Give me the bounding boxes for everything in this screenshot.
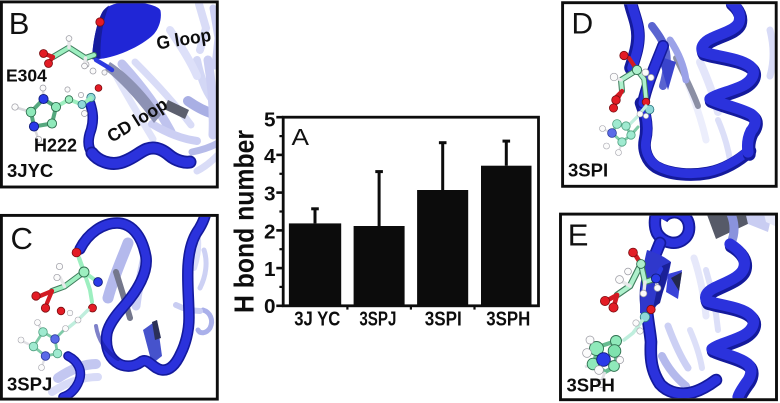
svg-text:E: E bbox=[568, 218, 589, 253]
svg-text:E304: E304 bbox=[6, 66, 47, 86]
svg-text:H222: H222 bbox=[34, 136, 77, 156]
svg-text:D: D bbox=[572, 8, 594, 41]
svg-text:3SPI: 3SPI bbox=[425, 308, 462, 330]
svg-text:B: B bbox=[9, 6, 30, 41]
svg-text:3SPH: 3SPH bbox=[567, 375, 615, 396]
svg-text:3SPJ: 3SPJ bbox=[7, 374, 52, 395]
svg-text:H bond number: H bond number bbox=[229, 130, 260, 313]
svg-text:C: C bbox=[11, 221, 33, 256]
svg-text:3: 3 bbox=[264, 183, 276, 206]
svg-text:5: 5 bbox=[264, 108, 276, 131]
svg-text:0: 0 bbox=[264, 295, 276, 318]
svg-text:3JYC: 3JYC bbox=[7, 160, 53, 181]
svg-text:3SPJ: 3SPJ bbox=[359, 308, 396, 330]
svg-text:2: 2 bbox=[264, 220, 276, 243]
svg-text:3SPH: 3SPH bbox=[486, 308, 530, 330]
svg-text:1: 1 bbox=[264, 258, 276, 281]
svg-text:4: 4 bbox=[264, 145, 276, 168]
svg-text:3J YC: 3J YC bbox=[294, 308, 340, 330]
svg-text:A: A bbox=[292, 124, 310, 150]
svg-text:3SPI: 3SPI bbox=[568, 160, 608, 181]
